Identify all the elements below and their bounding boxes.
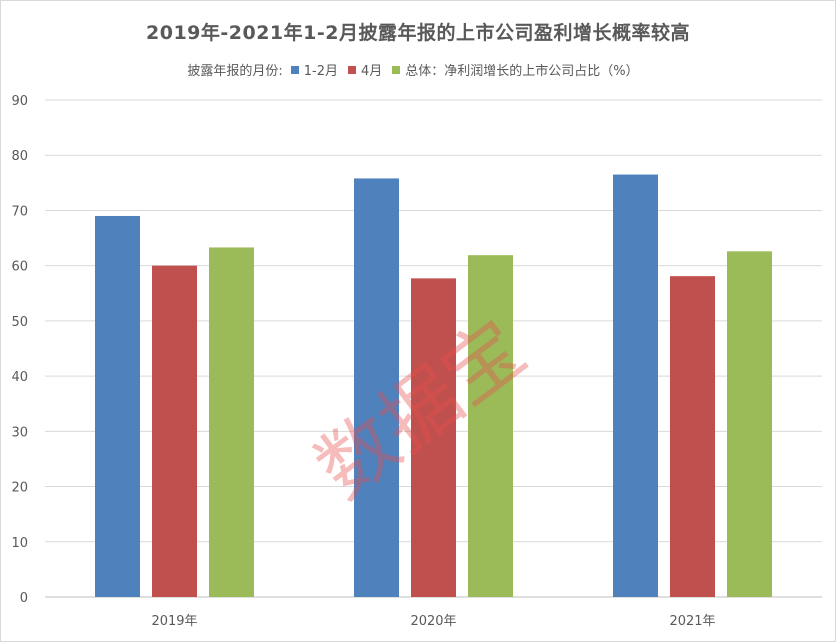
legend-label-series-2: 4月 (360, 64, 383, 79)
legend-label-series-1: 1-2月 (303, 64, 338, 79)
y-tick-label: 0 (20, 591, 28, 606)
legend-item-series-1: 1-2月 (290, 60, 338, 79)
y-tick-label: 70 (11, 204, 28, 219)
bar-series-1-2 (354, 178, 399, 597)
x-tick-label: 2020年 (410, 614, 456, 629)
bar-series-3-1 (209, 247, 254, 597)
y-tick-label: 80 (11, 149, 28, 164)
bar-series-1-3 (613, 174, 658, 598)
x-tick-label: 2019年 (151, 614, 197, 629)
y-tick-label: 40 (11, 370, 28, 385)
legend-label-series-3: 总体：净利润增长的上市公司占比（%） (405, 64, 639, 79)
y-tick-label: 90 (11, 94, 28, 109)
legend-item-series-3: 总体：净利润增长的上市公司占比（%） (392, 60, 639, 79)
legend-swatch-series-1 (290, 65, 299, 74)
y-tick-label: 10 (11, 536, 28, 551)
bar-series-2-1 (152, 265, 197, 597)
y-tick-label: 30 (11, 425, 28, 440)
legend: 披露年报的月份: 1-2月 4月 总体：净利润增长的上市公司占比（%） (0, 60, 836, 79)
bar-series-3-2 (468, 255, 513, 597)
y-tick-label: 20 (11, 481, 28, 496)
y-tick-label: 50 (11, 315, 28, 330)
y-tick-label: 60 (11, 260, 28, 275)
bar-series-2-2 (411, 278, 456, 597)
chart-title: 2019年-2021年1-2月披露年报的上市公司盈利增长概率较高 (146, 22, 690, 44)
legend-swatch-series-3 (392, 65, 401, 74)
legend-item-series-2: 4月 (347, 60, 383, 79)
bar-series-3-3 (727, 251, 772, 597)
bar-series-2-3 (670, 276, 715, 597)
legend-swatch-series-2 (347, 65, 356, 74)
bar-series-1-1 (95, 215, 140, 597)
x-tick-label: 2021年 (669, 614, 715, 629)
legend-title: 披露年报的月份: (187, 64, 283, 79)
